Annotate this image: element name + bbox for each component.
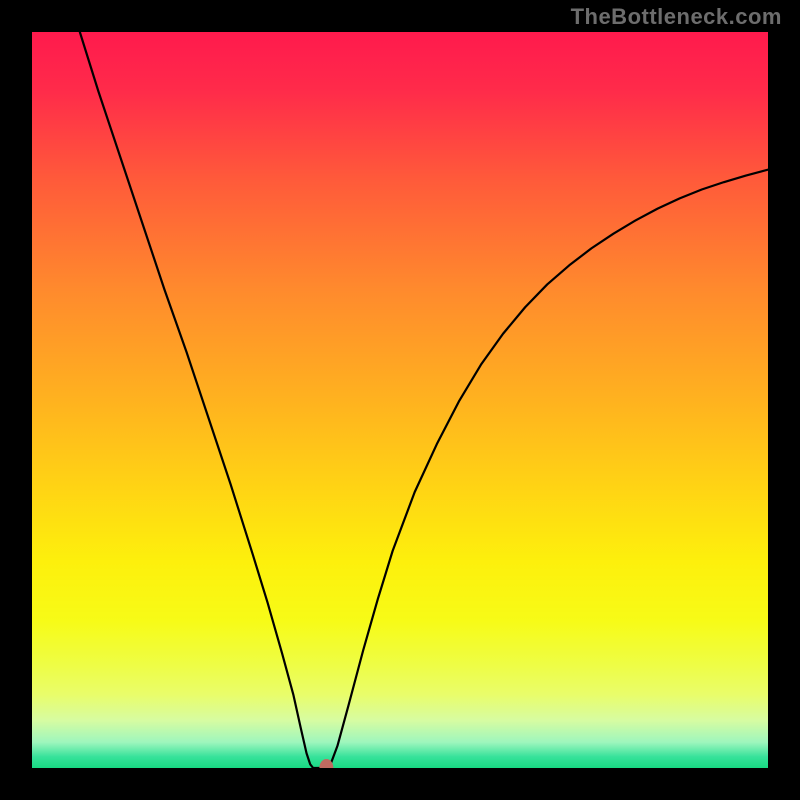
gradient-rect: [32, 32, 768, 768]
watermark-text: TheBottleneck.com: [571, 4, 782, 30]
plot-gradient-background: [32, 32, 768, 768]
